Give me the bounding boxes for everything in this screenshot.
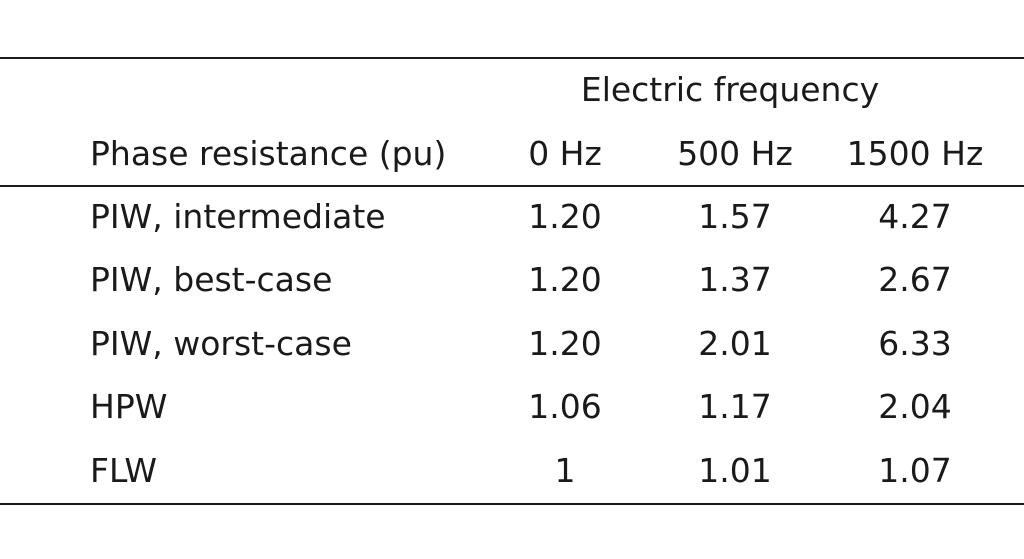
table-cell: 2.04 xyxy=(878,387,952,426)
table-cell: 1.06 xyxy=(528,387,602,426)
table-cell: 1 xyxy=(554,451,576,490)
row-label: PIW, best-case xyxy=(90,260,333,299)
table-cell: 2.67 xyxy=(878,260,952,299)
table-cell: 1.20 xyxy=(528,324,602,363)
table-cell: 2.01 xyxy=(698,324,772,363)
table-header-rule xyxy=(0,185,1024,187)
column-header: 500 Hz xyxy=(677,134,793,173)
column-header: 1500 Hz xyxy=(846,134,984,173)
row-label: FLW xyxy=(90,451,157,490)
table-cell: 1.01 xyxy=(698,451,772,490)
table-bottom-rule xyxy=(0,503,1024,505)
table-cell: 6.33 xyxy=(878,324,952,363)
table-cell: 4.27 xyxy=(878,197,952,236)
table-cell: 1.07 xyxy=(878,451,952,490)
group-header: Electric frequency xyxy=(580,70,880,109)
row-header: Phase resistance (pu) xyxy=(90,134,447,173)
table-cell: 1.20 xyxy=(528,197,602,236)
row-label: PIW, intermediate xyxy=(90,197,386,236)
column-header: 0 Hz xyxy=(528,134,602,173)
table-cell: 1.37 xyxy=(698,260,772,299)
table-top-rule xyxy=(0,57,1024,59)
row-label: PIW, worst-case xyxy=(90,324,352,363)
table-cell: 1.17 xyxy=(698,387,772,426)
table-cell: 1.57 xyxy=(698,197,772,236)
table-cell: 1.20 xyxy=(528,260,602,299)
row-label: HPW xyxy=(90,387,168,426)
